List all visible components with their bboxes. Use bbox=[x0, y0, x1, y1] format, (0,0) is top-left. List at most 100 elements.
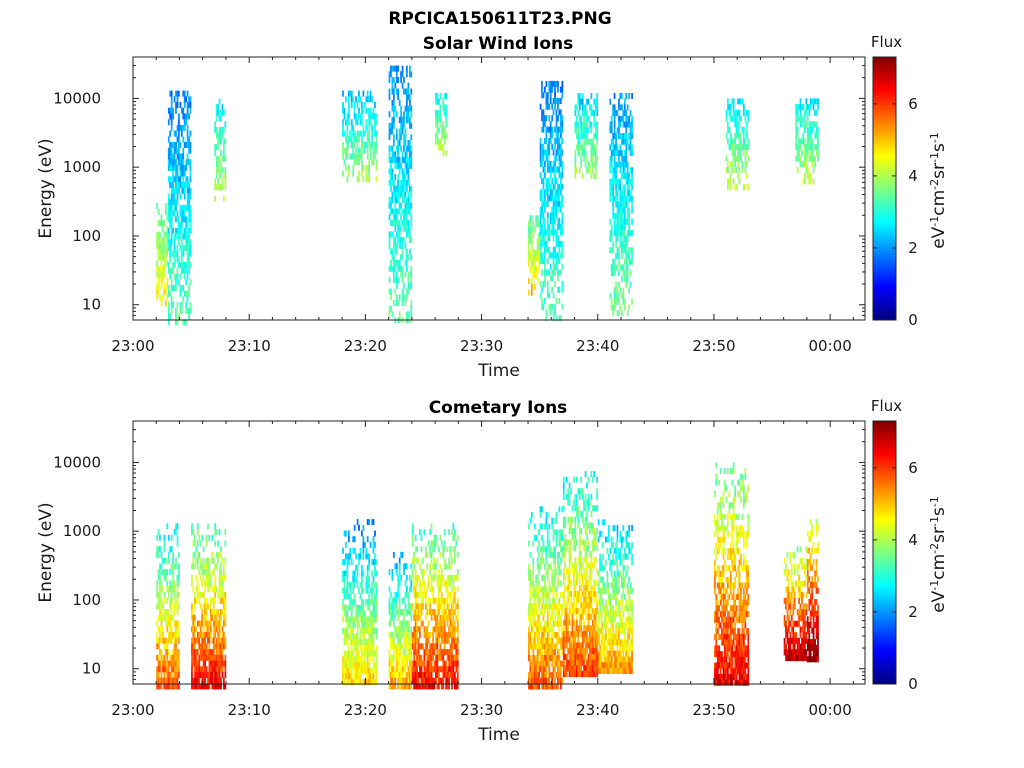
flux-cell bbox=[404, 220, 407, 227]
flux-cell bbox=[199, 683, 202, 690]
flux-cell bbox=[180, 182, 183, 189]
flux-cell bbox=[170, 666, 173, 673]
flux-cell bbox=[348, 170, 350, 177]
flux-cell bbox=[529, 221, 532, 228]
flux-cell bbox=[560, 149, 562, 156]
flux-cell bbox=[570, 631, 572, 638]
flux-cell bbox=[221, 184, 224, 191]
flux-cell bbox=[388, 631, 391, 638]
flux-cell bbox=[622, 184, 625, 191]
flux-cell bbox=[169, 256, 172, 263]
flux-cell bbox=[160, 660, 163, 667]
flux-cell bbox=[212, 557, 215, 564]
flux-cell bbox=[442, 121, 445, 128]
flux-cell bbox=[426, 666, 429, 673]
flux-cell bbox=[167, 620, 170, 627]
flux-cell bbox=[186, 244, 189, 251]
flux-cell bbox=[369, 644, 372, 651]
flux-cell bbox=[217, 620, 219, 627]
flux-cell bbox=[218, 672, 221, 679]
flux-cell bbox=[176, 216, 179, 223]
flux-cell bbox=[426, 677, 429, 684]
flux-cell bbox=[390, 65, 392, 72]
flux-cell bbox=[355, 667, 357, 674]
flux-cell bbox=[528, 226, 530, 233]
flux-cell bbox=[445, 609, 448, 616]
flux-cell bbox=[529, 597, 532, 604]
flux-cell bbox=[430, 672, 433, 679]
flux-cell bbox=[349, 136, 352, 143]
flux-cell bbox=[538, 683, 540, 690]
flux-cell bbox=[365, 576, 368, 583]
flux-cell bbox=[205, 603, 208, 610]
flux-cell bbox=[395, 563, 398, 570]
flux-cell bbox=[163, 266, 166, 273]
flux-cell bbox=[355, 147, 357, 154]
flux-cell bbox=[554, 586, 556, 593]
flux-cell bbox=[565, 493, 568, 500]
flux-cell bbox=[618, 230, 620, 237]
flux-cell bbox=[166, 586, 169, 593]
flux-cell bbox=[536, 672, 539, 679]
flux-cell bbox=[451, 666, 453, 673]
flux-cell bbox=[176, 193, 179, 200]
flux-cell bbox=[356, 570, 359, 577]
flux-cell bbox=[215, 660, 218, 667]
flux-cell bbox=[395, 277, 398, 284]
flux-cell bbox=[163, 672, 166, 679]
flux-cell bbox=[541, 109, 543, 116]
flux-cell bbox=[221, 155, 224, 162]
flux-cell bbox=[406, 294, 408, 301]
flux-cell bbox=[182, 90, 185, 97]
flux-cell bbox=[393, 260, 395, 267]
flux-cell bbox=[372, 679, 375, 686]
flux-cell bbox=[220, 609, 222, 616]
flux-cell bbox=[554, 643, 556, 650]
flux-cell bbox=[545, 552, 548, 559]
flux-cell bbox=[738, 155, 741, 162]
flux-cell bbox=[424, 666, 427, 673]
flux-cell bbox=[198, 683, 201, 690]
flux-cell bbox=[186, 250, 189, 257]
flux-cell bbox=[568, 665, 571, 672]
flux-cell bbox=[208, 534, 211, 541]
flux-cell bbox=[182, 170, 185, 177]
flux-cell bbox=[538, 238, 540, 245]
flux-cell bbox=[180, 216, 183, 223]
flux-cell bbox=[554, 183, 556, 190]
flux-cell bbox=[452, 626, 455, 633]
flux-cell bbox=[542, 655, 545, 662]
flux-cell bbox=[411, 569, 414, 576]
flux-cell bbox=[214, 677, 217, 684]
flux-cell bbox=[175, 90, 177, 97]
flux-cell bbox=[156, 603, 158, 610]
flux-cell bbox=[173, 586, 176, 593]
flux-cell bbox=[593, 144, 596, 151]
flux-cell bbox=[375, 113, 378, 120]
flux-cell bbox=[548, 252, 551, 259]
flux-cell bbox=[356, 604, 359, 611]
flux-cell bbox=[365, 673, 368, 680]
flux-cell bbox=[568, 493, 571, 500]
flux-cell bbox=[183, 187, 186, 194]
flux-cell bbox=[456, 551, 459, 558]
flux-cell bbox=[178, 256, 180, 263]
flux-cell bbox=[546, 529, 549, 536]
flux-cell bbox=[427, 683, 430, 690]
flux-cell bbox=[529, 592, 532, 599]
flux-cell bbox=[356, 627, 359, 634]
flux-cell bbox=[355, 136, 357, 143]
flux-cell bbox=[353, 153, 356, 160]
flux-cell bbox=[626, 121, 629, 128]
flux-cell bbox=[410, 586, 413, 593]
flux-cell bbox=[554, 126, 556, 133]
flux-cell bbox=[403, 157, 405, 164]
flux-cell bbox=[734, 109, 737, 116]
flux-cell bbox=[612, 258, 615, 265]
flux-cell bbox=[541, 200, 543, 207]
flux-cell bbox=[398, 311, 401, 318]
flux-cell bbox=[343, 130, 346, 137]
flux-cell bbox=[628, 184, 631, 191]
flux-cell bbox=[798, 104, 800, 111]
flux-cell bbox=[397, 666, 400, 673]
